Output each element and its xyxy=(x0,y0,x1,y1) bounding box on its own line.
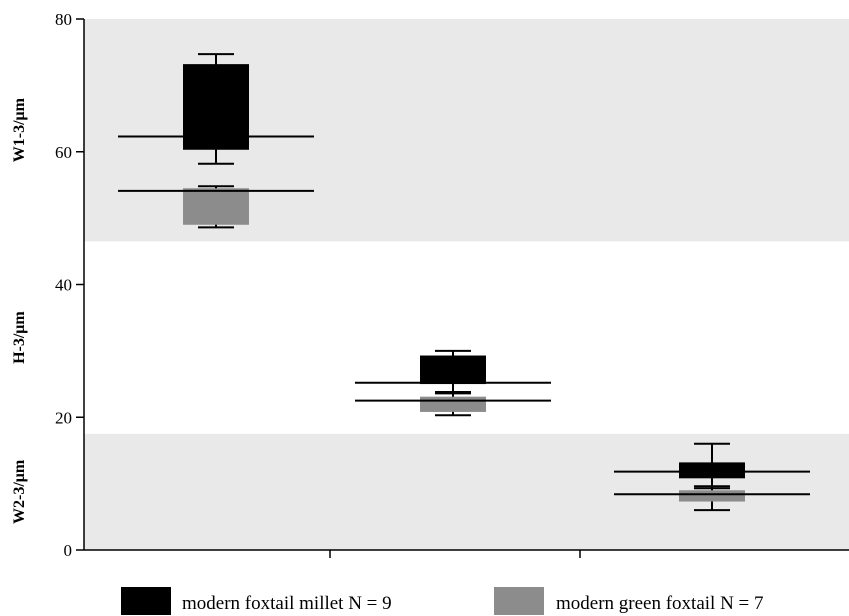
axis-label-1: H-3/μm xyxy=(11,311,28,364)
legend-swatch-0 xyxy=(121,587,171,615)
box-0-1 xyxy=(355,349,551,394)
legend: modern foxtail millet N = 9 modern green … xyxy=(121,587,764,615)
box-rect xyxy=(183,188,249,225)
box-rect xyxy=(420,396,486,412)
y-tick-label-80: 80 xyxy=(55,10,72,29)
box-0-2 xyxy=(614,442,810,490)
box-series xyxy=(118,53,810,512)
y-tick-label-40: 40 xyxy=(55,276,72,295)
y-tick-label-0: 0 xyxy=(64,541,73,560)
legend-label-0: modern foxtail millet N = 9 xyxy=(182,593,392,614)
box-1-1 xyxy=(355,392,551,417)
box-rect xyxy=(420,355,486,385)
y-tick-label-20: 20 xyxy=(55,408,72,427)
legend-label-1: modern green foxtail N = 7 xyxy=(556,593,764,614)
axes: 0 20 40 60 80 xyxy=(55,10,849,560)
box-rect xyxy=(679,462,745,479)
band-labels: W1-3/μm H-3/μm W2-3/μm xyxy=(11,97,28,524)
axis-label-0: W1-3/μm xyxy=(11,97,28,162)
box-1-0 xyxy=(118,185,314,229)
legend-swatch-1 xyxy=(494,587,544,615)
box-1-2 xyxy=(614,485,810,512)
y-tick-label-60: 60 xyxy=(55,143,72,162)
box-0-0 xyxy=(118,53,314,165)
axis-label-2: W2-3/μm xyxy=(11,459,28,524)
box-rect xyxy=(679,490,745,502)
